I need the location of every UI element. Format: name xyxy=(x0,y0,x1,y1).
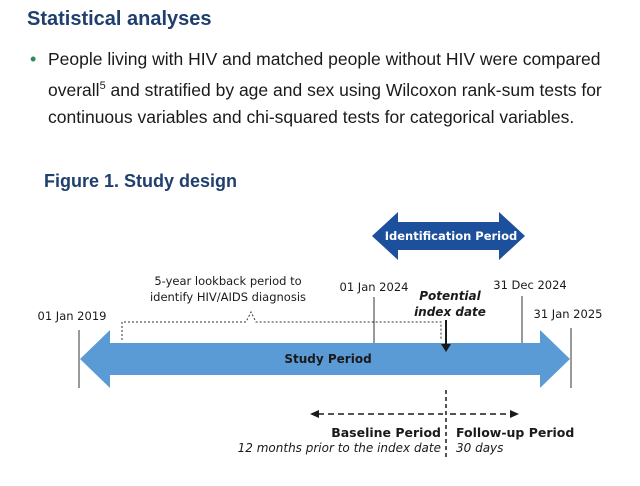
baseline-period-subtitle: 12 months prior to the index date xyxy=(238,441,441,455)
bullet-paragraph: People living with HIV and matched peopl… xyxy=(48,46,610,131)
study-period-label: Study Period xyxy=(284,352,371,366)
date-start-label: 01 Jan 2019 xyxy=(38,309,107,323)
followup-arrowhead-icon xyxy=(510,410,519,418)
baseline-arrowhead-icon xyxy=(310,410,319,418)
followup-period-title: Follow-up Period xyxy=(456,425,574,440)
index-date-arrowhead xyxy=(441,344,451,352)
index-date-label-line2: index date xyxy=(414,305,486,319)
identification-period-label: Identification Period xyxy=(385,229,518,243)
date-id-end-label: 31 Dec 2024 xyxy=(493,278,566,292)
index-date-label-line1: Potential xyxy=(419,289,481,303)
date-end-label: 31 Jan 2025 xyxy=(534,307,603,321)
figure-title: Figure 1. Study design xyxy=(44,171,238,191)
bullet-list: • People living with HIV and matched peo… xyxy=(30,46,610,131)
bullet-dot-icon: • xyxy=(30,49,37,69)
section-heading: Statistical analyses xyxy=(27,8,212,30)
lookback-bracket xyxy=(121,310,442,340)
bullet-text-rest: and stratified by age and sex using Wilc… xyxy=(48,79,602,127)
bullet-text-main: People living with HIV and matched peopl… xyxy=(48,49,601,100)
followup-period-subtitle: 30 days xyxy=(456,441,503,455)
baseline-period-title: Baseline Period xyxy=(331,425,441,440)
lookback-label-line1: 5-year lookback period to xyxy=(154,274,301,288)
lookback-label-line2: identify HIV/AIDS diagnosis xyxy=(150,290,306,304)
identification-period-arrow xyxy=(372,212,525,260)
date-id-start-label: 01 Jan 2024 xyxy=(340,280,409,294)
citation-superscript: 5 xyxy=(99,80,106,92)
